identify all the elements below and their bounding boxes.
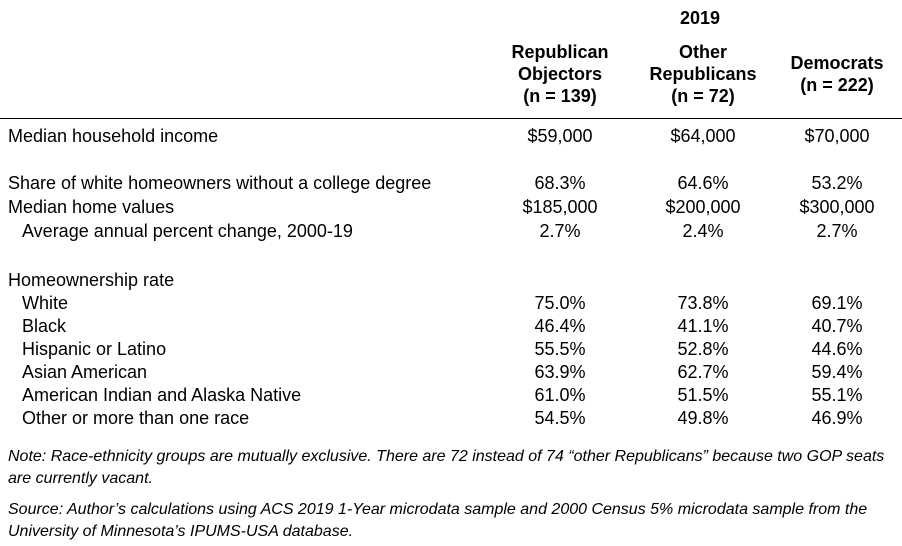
- table-cell: 55.1%: [811, 385, 863, 405]
- table-row: American Indian and Alaska Native 61.0% 51…: [0, 384, 902, 407]
- table-cell: 54.5%: [534, 408, 586, 428]
- table-cell: 75.0%: [534, 293, 586, 313]
- table-cell: 64.6%: [677, 173, 729, 193]
- table-row: Asian American 63.9% 62.7% 59.4%: [0, 361, 902, 384]
- table-cell: 41.1%: [677, 316, 729, 336]
- column-header-line: Objectors: [517, 64, 603, 84]
- table-source: Source: Author’s calculations using ACS …: [8, 501, 868, 540]
- table-cell: 2.7%: [816, 221, 858, 241]
- column-header-line: Democrats: [790, 53, 884, 73]
- table-cell: $64,000: [670, 126, 736, 146]
- table-cell: $300,000: [799, 197, 875, 217]
- table-row: Median home values $185,000 $200,000 $300,0…: [0, 196, 902, 219]
- table-cell: 2.7%: [539, 221, 581, 241]
- table-cell: 46.4%: [534, 316, 586, 336]
- table-row: Homeownership rate: [0, 269, 902, 292]
- header-divider: [0, 118, 902, 119]
- row-label: Median home values: [8, 197, 175, 217]
- table-row: Hispanic or Latino 55.5% 52.8% 44.6%: [0, 338, 902, 361]
- table-cell: $200,000: [665, 197, 741, 217]
- row-label: Asian American: [22, 362, 148, 382]
- row-label: Black: [22, 316, 67, 336]
- table-row: Median household income $59,000 $64,000 $70…: [0, 125, 902, 148]
- table-cell: $70,000: [804, 126, 870, 146]
- table-row: Black 46.4% 41.1% 40.7%: [0, 315, 902, 338]
- table-cell: 49.8%: [677, 408, 729, 428]
- table-cell: 69.1%: [811, 293, 863, 313]
- row-label: Median household income: [8, 126, 219, 146]
- column-header-line: Republican: [511, 42, 609, 62]
- table-row: Share of white homeowners without a coll…: [0, 172, 902, 195]
- table-cell: 55.5%: [534, 339, 586, 359]
- table-cell: 52.8%: [677, 339, 729, 359]
- table-row: White 75.0% 73.8% 69.1%: [0, 292, 902, 315]
- table-row: Average annual percent change, 2000-19 2.…: [0, 220, 902, 243]
- column-header-line: (n = 139): [523, 86, 597, 106]
- year-header: 2019: [679, 8, 721, 28]
- row-label: Homeownership rate: [8, 270, 175, 290]
- table-cell: 2.4%: [682, 221, 724, 241]
- table-cell: 61.0%: [534, 385, 586, 405]
- table-cell: $59,000: [527, 126, 593, 146]
- row-label: American Indian and Alaska Native: [22, 385, 302, 405]
- table-cell: 51.5%: [677, 385, 729, 405]
- table-cell: 59.4%: [811, 362, 863, 382]
- row-label: Share of white homeowners without a coll…: [8, 173, 432, 193]
- column-header-line: Republicans: [649, 64, 757, 84]
- row-label: White: [22, 293, 69, 313]
- table-cell: 62.7%: [677, 362, 729, 382]
- row-label: Average annual percent change, 2000-19: [22, 221, 353, 241]
- table-cell: $185,000: [522, 197, 598, 217]
- table-cell: 44.6%: [811, 339, 863, 359]
- table-cell: 46.9%: [811, 408, 863, 428]
- row-label: Other or more than one race: [22, 408, 250, 428]
- table-cell: 68.3%: [534, 173, 586, 193]
- table-cell: 73.8%: [677, 293, 729, 313]
- column-header-line: Other: [678, 42, 727, 62]
- column-header-republican-objectors: Republican Objectors (n = 139): [485, 41, 635, 107]
- column-header-line: (n = 222): [800, 75, 874, 95]
- table-cell: 63.9%: [534, 362, 586, 382]
- table-note: Note: Race-ethnicity groups are mutually…: [8, 448, 885, 487]
- column-header-other-republicans: Other Republicans (n = 72): [628, 41, 778, 107]
- table-row: Other or more than one race 54.5% 49.8% 46.…: [0, 407, 902, 430]
- table-cell: 40.7%: [811, 316, 863, 336]
- row-label: Hispanic or Latino: [22, 339, 167, 359]
- column-header-line: (n = 72): [671, 86, 735, 106]
- column-header-democrats: Democrats (n = 222): [762, 52, 902, 96]
- table-cell: 53.2%: [811, 173, 863, 193]
